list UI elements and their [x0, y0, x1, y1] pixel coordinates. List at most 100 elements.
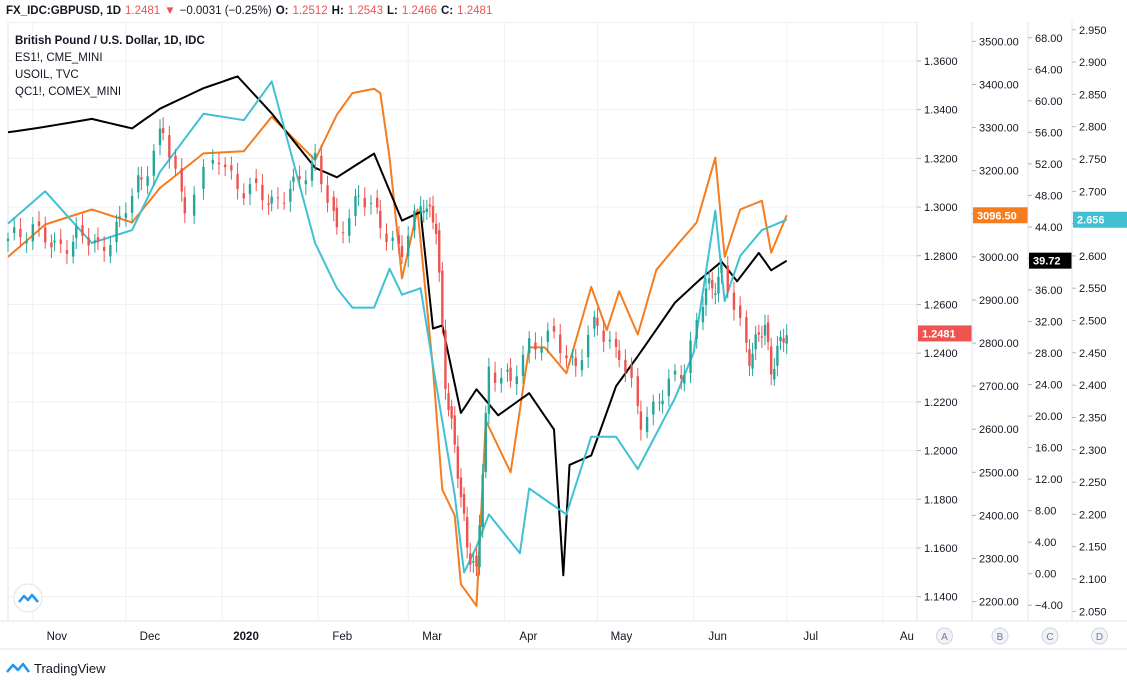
axis-letter: D [1096, 632, 1103, 643]
legend-usoil[interactable]: USOIL, TVC [15, 69, 79, 81]
axis-tick-label: 24.00 [1035, 380, 1063, 392]
candle-body [422, 210, 425, 213]
symbol-header: FX_IDC:GBPUSD, 1D 1.2481 ▼ −0.0031 (−0.2… [6, 2, 492, 20]
candle-body [425, 208, 429, 212]
price-axes[interactable]: 1.3600 1.3400 1.3200 1.3000 1.2800 1.2600 1.24… [916, 22, 1127, 645]
symbol-name[interactable]: FX_IDC:GBPUSD, 1D [6, 5, 122, 17]
usoil-line[interactable] [7, 75, 788, 577]
axis-tick-label: 32.00 [1035, 317, 1063, 329]
candle-body [782, 338, 785, 343]
axis-tick-label: 2.050 [1079, 606, 1107, 618]
candle-body [118, 216, 121, 218]
es1-axis[interactable]: 3500.003400.003300.003200.003100.003000.… [971, 22, 1028, 645]
footer: TradingView [6, 658, 106, 678]
candle-body [766, 322, 770, 342]
legend-gbpusd[interactable]: British Pound / U.S. Dollar, 1D, IDC [15, 35, 205, 47]
candle-body [552, 325, 556, 332]
candle-body [450, 406, 453, 419]
candle-body [375, 197, 379, 208]
candle-body [304, 180, 308, 185]
gbpusd-axis[interactable]: 1.3600 1.3400 1.3200 1.3000 1.2800 1.2600 1.24… [916, 22, 972, 645]
last-value-label: 1.2481 [922, 328, 956, 340]
candle-body [540, 347, 543, 353]
candle-body [726, 265, 729, 292]
candle-body [37, 221, 41, 226]
candle-body [202, 166, 205, 189]
qc1-axis[interactable]: 2.9502.9002.8502.8002.7502.7002.6502.600… [1071, 22, 1127, 645]
candle-body [565, 355, 568, 359]
candle-body [313, 152, 317, 161]
candle-body [453, 415, 456, 445]
candle-body [571, 356, 574, 358]
candle-body [680, 375, 683, 379]
candle-body [161, 128, 165, 134]
candle-body [276, 197, 280, 199]
axis-letter-button[interactable] [991, 627, 1009, 645]
candle-body [357, 195, 360, 197]
candle-body [438, 230, 441, 273]
axis-tick-label: 2.400 [1079, 380, 1107, 392]
time-label: Feb [332, 631, 352, 643]
candle-body [462, 493, 466, 514]
series-layer [6, 75, 788, 607]
axis-tick-label: 1.2800 [924, 251, 958, 263]
candle-body [711, 280, 714, 289]
candle-body [580, 360, 584, 371]
candle-body [270, 196, 273, 204]
candle-body [738, 305, 742, 318]
axis-tick-label: 1.1400 [924, 592, 958, 604]
candle-body [661, 400, 664, 405]
axis-tick-label: 2.950 [1079, 25, 1107, 37]
time-label: Nov [47, 631, 68, 643]
candle-body [481, 474, 484, 527]
candle-body [515, 376, 518, 385]
candle-body [704, 288, 708, 306]
axis-tick-label: 2.150 [1079, 542, 1107, 554]
candle-body [754, 334, 757, 350]
candle-body [413, 210, 416, 231]
gbpusd-candles[interactable] [6, 117, 788, 577]
candle-body [75, 226, 78, 239]
time-label: Mar [422, 631, 442, 643]
axis-tick-label: 2.200 [1079, 509, 1107, 521]
usoil-axis[interactable]: 68.0064.0060.0056.0052.0048.0044.0040.00… [1027, 22, 1072, 645]
candle-body [459, 477, 463, 498]
legend-es1[interactable]: ES1!, CME_MINI [15, 52, 103, 64]
time-axis[interactable]: Nov Dec 2020 Feb Mar Apr May Jun Jul Au [0, 620, 1127, 650]
axis-tick-label: 44.00 [1035, 222, 1063, 234]
candle-body [65, 250, 69, 254]
candle-body [50, 242, 53, 248]
axis-letter-button[interactable] [936, 627, 953, 645]
candle-body [441, 270, 444, 325]
axis-tick-label: 48.00 [1035, 190, 1063, 202]
axis-tick-label: 4.00 [1035, 537, 1056, 549]
axis-tick-label: 2.850 [1079, 89, 1107, 101]
brand-name[interactable]: TradingView [34, 660, 106, 676]
candle-body [59, 239, 62, 244]
candle-body [748, 349, 751, 366]
candle-body [71, 241, 75, 257]
axis-tick-label: 8.00 [1035, 506, 1056, 518]
axis-letter-button[interactable] [1041, 627, 1059, 645]
candle-body [717, 276, 720, 294]
candle-body [456, 446, 460, 479]
price-chart[interactable]: British Pound / U.S. Dollar, 1D, IDC ES1… [0, 22, 1127, 655]
axis-tick-label: 2300.00 [979, 554, 1019, 566]
axis-letter-button[interactable] [1091, 627, 1108, 645]
axis-tick-label: 2900.00 [979, 295, 1019, 307]
legend-qc1[interactable]: QC1!, COMEX_MINI [15, 86, 121, 98]
candle-body [506, 369, 509, 372]
candle-body [614, 338, 618, 347]
axis-tick-label: 3300.00 [979, 123, 1019, 135]
candle-body [332, 196, 335, 211]
axis-letter: C [1046, 632, 1053, 643]
candle-body [298, 176, 301, 180]
open-value: 1.2512 [292, 5, 328, 17]
candle-body [354, 196, 357, 216]
logo-button[interactable] [13, 583, 43, 613]
candle-body [683, 375, 686, 384]
es1-line[interactable] [7, 87, 788, 607]
candle-body [773, 369, 776, 380]
candle-body [93, 240, 97, 243]
axis-tick-label: 2.500 [1079, 316, 1107, 328]
